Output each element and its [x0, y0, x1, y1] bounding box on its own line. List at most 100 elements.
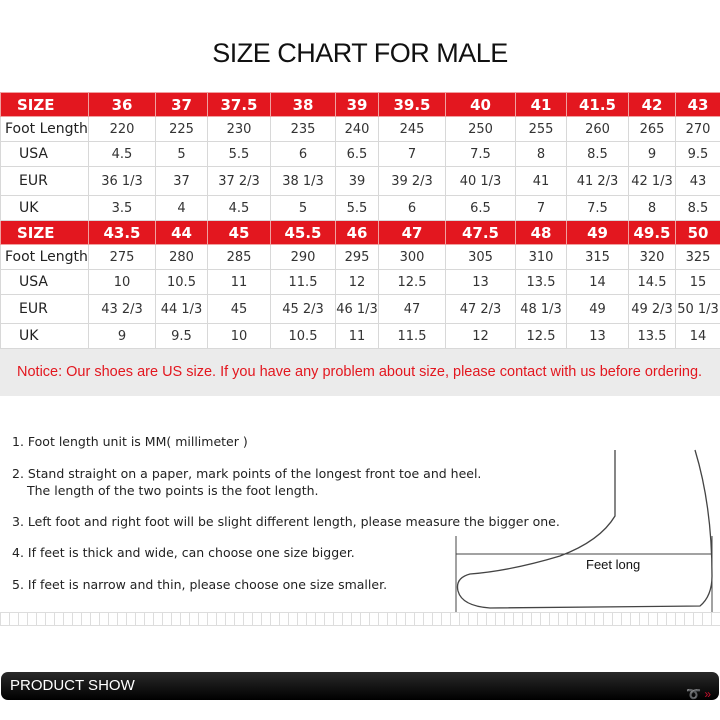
table-cell: 47.5 — [445, 220, 516, 245]
row-label: SIZE — [0, 220, 89, 245]
table-cell: 43.5 — [88, 220, 156, 245]
table-cell: 12 — [335, 269, 379, 295]
table-cell: 11 — [335, 323, 379, 349]
table-cell: 45.5 — [270, 220, 336, 245]
table-cell: 9.5 — [155, 323, 208, 349]
table-cell: 13 — [566, 323, 629, 349]
table-cell: 48 1/3 — [515, 294, 567, 324]
foot-diagram: Feet long — [455, 449, 713, 612]
table-cell: 8 — [515, 141, 567, 167]
table-cell: 8 — [628, 195, 676, 221]
size-header-row: SIZE 36 37 37.5 38 39 39.5 40 41 41.5 42 43 — [0, 92, 720, 117]
table-cell: 15 — [675, 269, 720, 295]
table-cell: 46 — [335, 220, 379, 245]
table-cell: 10 — [88, 269, 156, 295]
table-cell: 12.5 — [515, 323, 567, 349]
feet-long-label: Feet long — [586, 557, 640, 572]
table-cell: 46 1/3 — [335, 294, 379, 324]
table-cell: 11.5 — [270, 269, 336, 295]
table-cell: 6.5 — [445, 195, 516, 221]
row-label: UK — [0, 323, 89, 349]
table-row: UK 3.5 4 4.5 5 5.5 6 6.5 7 7.5 8 8.5 — [0, 195, 720, 221]
table-cell: 37 — [155, 166, 208, 196]
row-label: EUR — [0, 166, 89, 196]
table-cell: 38 — [270, 92, 336, 117]
table-row: UK 9 9.5 10 10.5 11 11.5 12 12.5 13 13.5 14 — [0, 323, 720, 349]
table-row: Foot Length 275 280 285 290 295 300 305 310 315 32… — [0, 244, 720, 270]
table-cell: 295 — [335, 244, 379, 270]
table-cell: 41 — [515, 92, 567, 117]
table-cell: 6.5 — [335, 141, 379, 167]
table-cell: 43 — [675, 92, 720, 117]
table-cell: 40 — [445, 92, 516, 117]
table-cell: 325 — [675, 244, 720, 270]
table-row: USA 4.5 5 5.5 6 6.5 7 7.5 8 8.5 9 9.5 — [0, 141, 720, 167]
table-cell: 39 — [335, 166, 379, 196]
step-5: 5. If feet is narrow and thin, please ch… — [12, 577, 388, 592]
table-cell: 41 — [515, 166, 567, 196]
table-cell: 11.5 — [378, 323, 446, 349]
table-cell: 11 — [207, 269, 271, 295]
table-cell: 5.5 — [207, 141, 271, 167]
table-cell: 310 — [515, 244, 567, 270]
table-cell: 305 — [445, 244, 516, 270]
table-cell: 45 — [207, 220, 271, 245]
size-table: SIZE 36 37 37.5 38 39 39.5 40 41 41.5 42 43 Foot Len… — [0, 92, 720, 349]
table-cell: 6 — [378, 195, 446, 221]
table-cell: 4.5 — [207, 195, 271, 221]
table-cell: 9 — [628, 141, 676, 167]
table-cell: 41 2/3 — [566, 166, 629, 196]
table-cell: 235 — [270, 116, 336, 142]
table-cell: 41.5 — [566, 92, 629, 117]
table-cell: 14 — [566, 269, 629, 295]
table-cell: 39 2/3 — [378, 166, 446, 196]
table-row: EUR 36 1/3 37 37 2/3 38 1/3 39 39 2/3 40 1/3 41 4… — [0, 166, 720, 196]
table-cell: 245 — [378, 116, 446, 142]
table-cell: 225 — [155, 116, 208, 142]
notice-banner: Notice: Our shoes are US size. If you ha… — [0, 349, 720, 396]
table-cell: 44 1/3 — [155, 294, 208, 324]
table-cell: 9 — [88, 323, 156, 349]
table-cell: 5 — [155, 141, 208, 167]
table-cell: 36 1/3 — [88, 166, 156, 196]
foot-outline — [456, 449, 713, 609]
table-cell: 47 — [378, 294, 446, 324]
table-cell: 7 — [515, 195, 567, 221]
table-cell: 42 — [628, 92, 676, 117]
table-cell: 270 — [675, 116, 720, 142]
table-cell: 37.5 — [207, 92, 271, 117]
table-cell: 10.5 — [155, 269, 208, 295]
table-cell: 320 — [628, 244, 676, 270]
measure-instructions: 1. Foot length unit is MM( millimeter ) … — [0, 396, 720, 610]
table-cell: 49 2/3 — [628, 294, 676, 324]
table-cell: 7.5 — [445, 141, 516, 167]
table-cell: 290 — [270, 244, 336, 270]
table-cell: 8.5 — [566, 141, 629, 167]
table-cell: 8.5 — [675, 195, 720, 221]
table-cell: 42 1/3 — [628, 166, 676, 196]
table-cell: 240 — [335, 116, 379, 142]
row-label: USA — [0, 269, 89, 295]
row-label: Foot Length — [0, 244, 89, 270]
table-cell: 280 — [155, 244, 208, 270]
table-cell: 260 — [566, 116, 629, 142]
table-cell: 255 — [515, 116, 567, 142]
step-2-cont: The length of the two points is the foot… — [27, 483, 319, 498]
table-cell: 14 — [675, 323, 720, 349]
table-cell: 5 — [270, 195, 336, 221]
table-cell: 37 — [155, 92, 208, 117]
table-cell: 6 — [270, 141, 336, 167]
table-cell: 250 — [445, 116, 516, 142]
table-cell: 4 — [155, 195, 208, 221]
table-cell: 50 1/3 — [675, 294, 720, 324]
table-cell: 47 2/3 — [445, 294, 516, 324]
table-cell: 43 — [675, 166, 720, 196]
table-cell: 285 — [207, 244, 271, 270]
table-cell: 12.5 — [378, 269, 446, 295]
table-cell: 38 1/3 — [270, 166, 336, 196]
table-cell: 9.5 — [675, 141, 720, 167]
table-cell: 230 — [207, 116, 271, 142]
table-cell: 45 2/3 — [270, 294, 336, 324]
table-cell: 5.5 — [335, 195, 379, 221]
table-cell: 3.5 — [88, 195, 156, 221]
